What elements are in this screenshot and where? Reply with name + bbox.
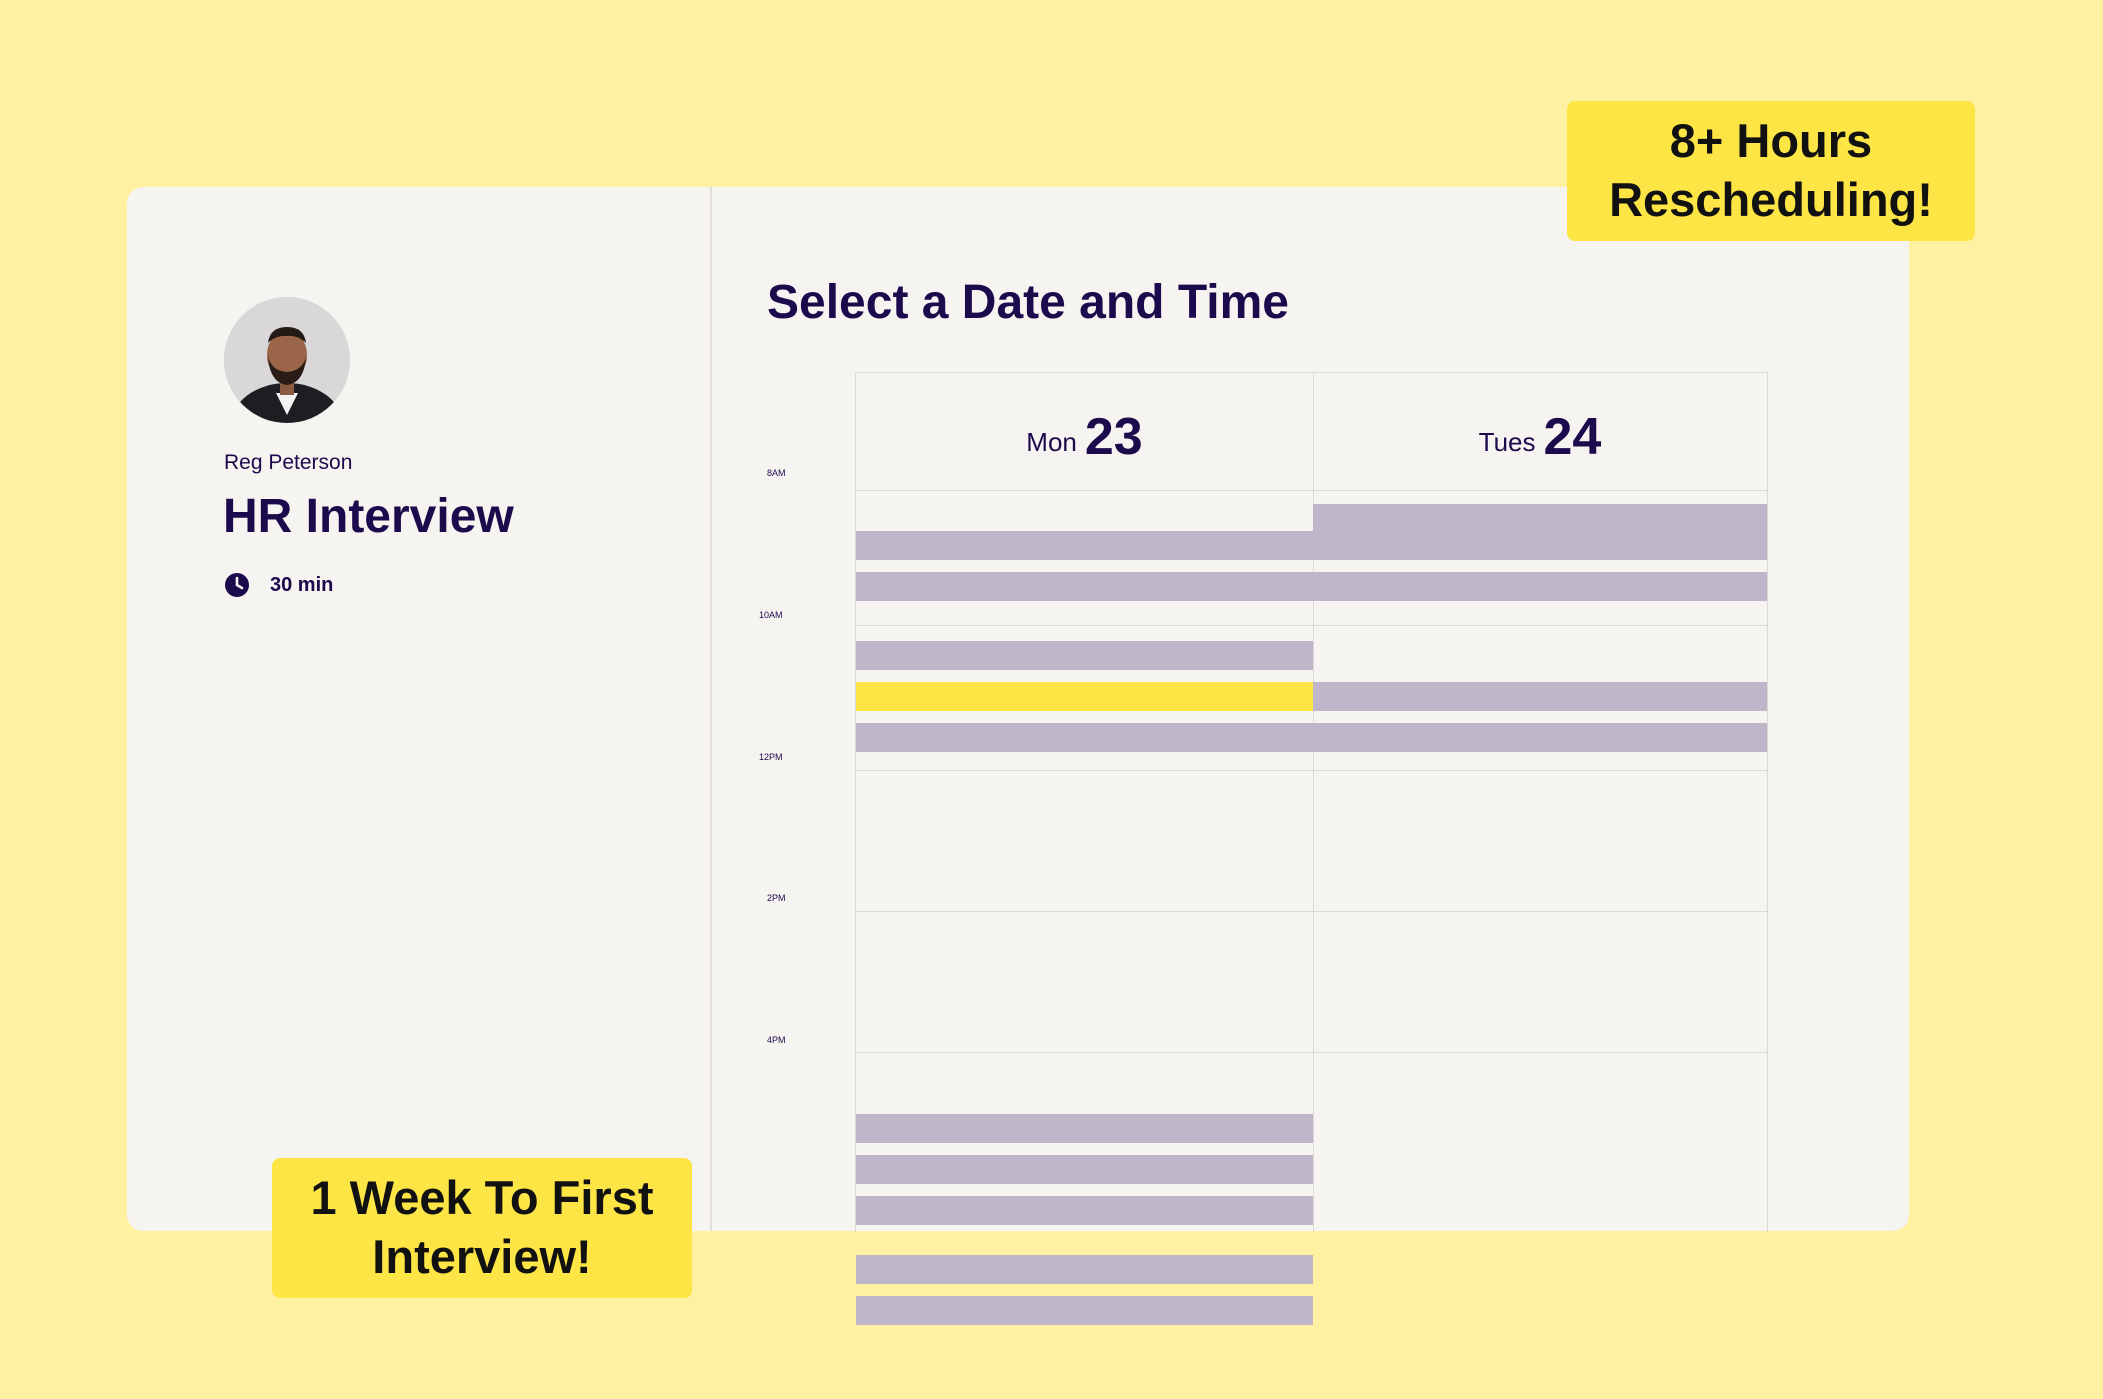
- day-divider: [1313, 373, 1314, 1232]
- time-slot-mon[interactable]: [856, 572, 1313, 601]
- time-slot-mon[interactable]: [856, 723, 1313, 752]
- day-number: 23: [1084, 407, 1143, 466]
- hour-line: [856, 770, 1769, 771]
- page-title: Select a Date and Time: [767, 276, 1289, 329]
- host-name: Reg Peterson: [224, 451, 353, 474]
- first-interview-badge: 1 Week To First Interview!: [272, 1158, 692, 1298]
- time-slot-mon[interactable]: [856, 531, 1313, 560]
- time-slot-mon[interactable]: [856, 1296, 1313, 1325]
- time-slot-mon-selected[interactable]: [856, 682, 1313, 711]
- day-name: Tues: [1478, 427, 1536, 457]
- duration-text: 30 min: [270, 573, 334, 596]
- time-slot-mon[interactable]: [856, 641, 1313, 670]
- time-label-2pm: 2PM: [767, 893, 786, 903]
- grid-right-border: [1767, 373, 1768, 1232]
- hour-line: [856, 625, 1769, 626]
- time-slot-tues[interactable]: [1313, 682, 1767, 711]
- time-label-4pm: 4PM: [767, 1035, 786, 1045]
- event-details-panel: Reg Peterson HR Interview 30 min: [127, 187, 712, 1231]
- time-slot-tues[interactable]: [1313, 504, 1767, 533]
- time-label-8am: 8AM: [767, 468, 786, 478]
- time-slot-tues[interactable]: [1313, 531, 1767, 560]
- time-slot-mon[interactable]: [856, 1114, 1313, 1143]
- rescheduling-badge: 8+ Hours Rescheduling!: [1567, 101, 1975, 241]
- badge-line: Interview!: [372, 1230, 592, 1283]
- duration-row: 30 min: [224, 572, 333, 598]
- day-number: 24: [1543, 407, 1602, 466]
- scheduling-card: Reg Peterson HR Interview 30 min Select …: [127, 187, 1909, 1325]
- time-slot-mon[interactable]: [856, 1255, 1313, 1284]
- badge-line: Rescheduling!: [1609, 173, 1933, 226]
- time-slot-tues[interactable]: [1313, 572, 1767, 601]
- badge-line: 1 Week To First: [310, 1171, 654, 1225]
- day-name: Mon: [1026, 427, 1077, 457]
- hour-line: [856, 1052, 1769, 1053]
- event-title: HR Interview: [223, 490, 514, 543]
- day-header-mon: Mon 23: [856, 373, 1313, 490]
- time-slot-mon[interactable]: [856, 1196, 1313, 1225]
- time-label-10am: 10AM: [759, 610, 783, 620]
- header-divider: [856, 490, 1769, 491]
- calendar-grid: Mon 23 Tues 24: [855, 372, 1769, 1325]
- time-label-12pm: 12PM: [759, 752, 783, 762]
- host-avatar: [224, 297, 350, 423]
- badge-line: 8+ Hours: [1669, 114, 1873, 168]
- hour-line: [856, 911, 1769, 912]
- time-slot-mon[interactable]: [856, 1155, 1313, 1184]
- time-slot-tues[interactable]: [1313, 723, 1767, 752]
- clock-icon: [225, 573, 249, 597]
- day-header-tues: Tues 24: [1313, 373, 1767, 490]
